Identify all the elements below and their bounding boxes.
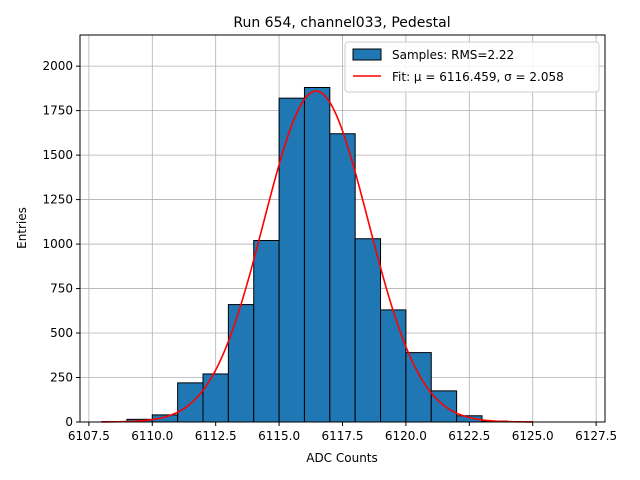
x-tick-label: 6122.5	[448, 429, 490, 443]
histogram-bar	[354, 238, 382, 423]
fit-curve	[101, 90, 533, 423]
x-axis-ticks: 6107.5 6110.0 6112.5 6115.0 6117.5 6120.0 6122…	[68, 422, 617, 443]
y-tick-label: 1250	[42, 193, 73, 207]
histogram-bar	[303, 86, 331, 423]
y-tick-label: 500	[50, 326, 73, 340]
y-tick-label: 0	[65, 415, 73, 429]
x-tick-label: 6110.0	[131, 429, 173, 443]
x-tick-label: 6120.0	[385, 429, 427, 443]
x-tick-label: 6125.0	[512, 429, 554, 443]
fit-curve-group	[101, 90, 533, 423]
x-axis-label: ADC Counts	[306, 451, 378, 465]
histogram-bar	[177, 382, 204, 423]
x-tick-label: 6127.5	[575, 429, 617, 443]
x-tick-label: 6117.5	[322, 429, 364, 443]
histogram-bar	[278, 97, 305, 423]
histogram-bar	[405, 352, 432, 423]
y-tick-label: 1750	[42, 104, 73, 118]
y-tick-label: 2000	[42, 59, 73, 73]
y-tick-label: 250	[50, 371, 73, 385]
histogram-bar	[202, 373, 229, 423]
y-tick-label: 1000	[42, 237, 73, 251]
legend: Samples: RMS=2.22 Fit: μ = 6116.459, σ =…	[344, 41, 600, 93]
x-tick-label: 6107.5	[68, 429, 110, 443]
legend-box	[344, 41, 600, 93]
x-tick-label: 6112.5	[195, 429, 237, 443]
legend-samples-label: Samples: RMS=2.22	[392, 48, 514, 62]
y-axis-ticks: 0 250 500 750 1000 1250 1500 1750 2000	[42, 59, 80, 429]
histogram-bar	[329, 133, 356, 423]
legend-fit-label: Fit: μ = 6116.459, σ = 2.058	[392, 70, 564, 84]
y-tick-label: 750	[50, 282, 73, 296]
chart-title: Run 654, channel033, Pedestal	[233, 15, 450, 31]
legend-samples-swatch	[352, 48, 382, 61]
histogram-bar	[380, 309, 407, 423]
y-axis-label: Entries	[15, 207, 29, 249]
y-tick-label: 1500	[42, 148, 73, 162]
x-tick-label: 6115.0	[258, 429, 300, 443]
histogram-bar	[227, 304, 255, 423]
histogram-bar	[253, 240, 280, 423]
